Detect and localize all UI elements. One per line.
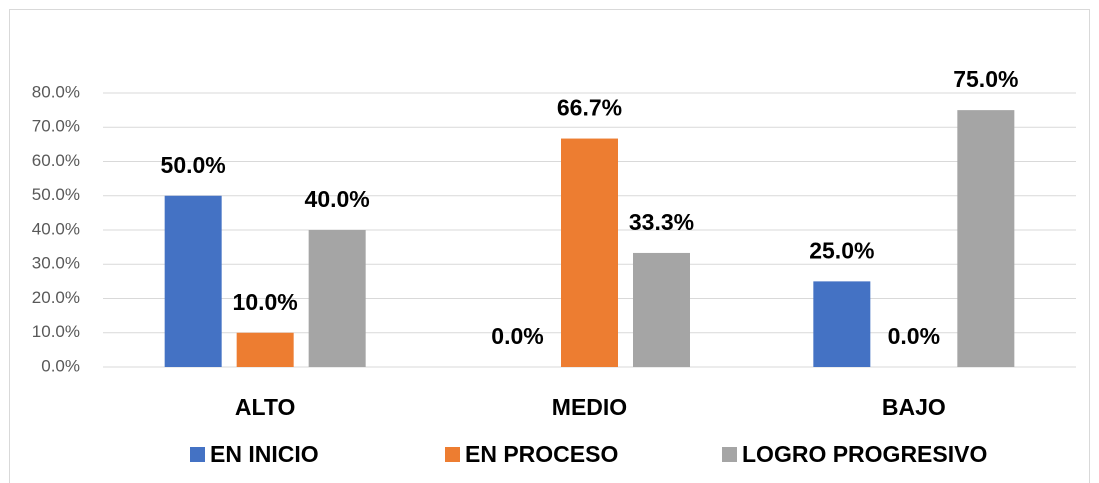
x-tick-label: ALTO bbox=[235, 394, 295, 420]
x-tick-label: BAJO bbox=[882, 394, 946, 420]
y-tick-label: 70.0% bbox=[32, 117, 80, 136]
value-label: 0.0% bbox=[491, 323, 543, 349]
value-label: 0.0% bbox=[888, 323, 940, 349]
value-label: 25.0% bbox=[809, 237, 874, 263]
legend-label: EN PROCESO bbox=[465, 441, 618, 467]
bar bbox=[633, 252, 690, 367]
bar bbox=[561, 138, 618, 367]
value-label: 50.0% bbox=[161, 152, 226, 178]
bar bbox=[236, 332, 294, 367]
bar bbox=[957, 110, 1015, 367]
legend-swatch bbox=[445, 447, 460, 462]
legend-label: EN INICIO bbox=[210, 441, 319, 467]
y-tick-label: 0.0% bbox=[41, 356, 80, 375]
y-tick-label: 40.0% bbox=[32, 219, 80, 238]
y-tick-label: 60.0% bbox=[32, 151, 80, 170]
value-label: 33.3% bbox=[629, 209, 694, 235]
y-tick-label: 10.0% bbox=[32, 322, 80, 341]
y-tick-label: 20.0% bbox=[32, 288, 80, 307]
value-label: 66.7% bbox=[557, 95, 622, 121]
bar bbox=[813, 281, 871, 367]
value-label: 10.0% bbox=[233, 289, 298, 315]
value-label: 75.0% bbox=[953, 66, 1018, 92]
legend-label: LOGRO PROGRESIVO bbox=[742, 441, 987, 467]
y-tick-label: 80.0% bbox=[32, 82, 80, 101]
value-label: 40.0% bbox=[305, 186, 370, 212]
y-tick-label: 50.0% bbox=[32, 185, 80, 204]
bar bbox=[164, 195, 222, 367]
y-tick-label: 30.0% bbox=[32, 254, 80, 273]
legend-swatch bbox=[190, 447, 205, 462]
bar bbox=[308, 230, 366, 367]
legend-swatch bbox=[722, 447, 737, 462]
x-tick-label: MEDIO bbox=[552, 394, 627, 420]
